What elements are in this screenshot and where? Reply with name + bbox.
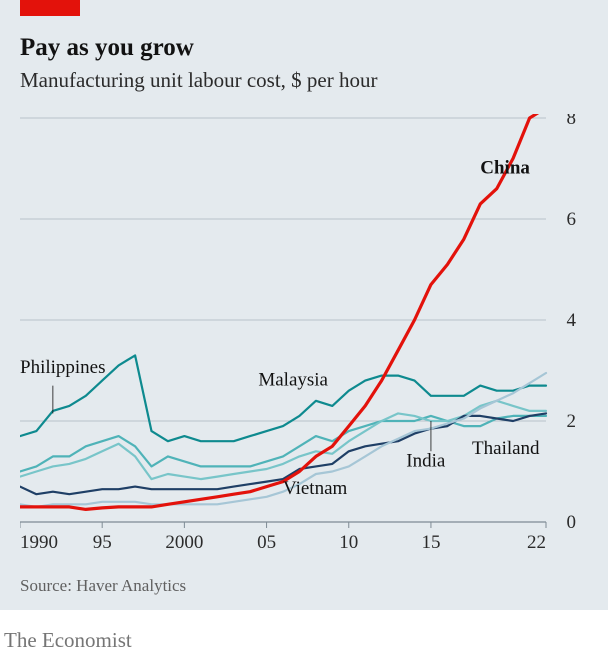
label-india: India [406, 450, 446, 471]
label-china: China [480, 158, 530, 179]
chart-subtitle: Manufacturing unit labour cost, $ per ho… [20, 68, 378, 93]
svg-text:2: 2 [567, 411, 577, 432]
chart-panel: Pay as you grow Manufacturing unit labou… [0, 0, 608, 610]
series-china [20, 114, 546, 509]
svg-text:95: 95 [93, 532, 112, 553]
svg-text:0: 0 [567, 512, 577, 533]
svg-text:05: 05 [257, 532, 276, 553]
chart-source: Source: Haver Analytics [20, 576, 186, 596]
series-thailand [20, 401, 546, 479]
accent-tab [20, 0, 80, 16]
svg-text:22: 22 [527, 532, 546, 553]
label-philippines: Philippines [20, 357, 106, 378]
label-malaysia: Malaysia [258, 370, 328, 391]
label-thailand: Thailand [472, 438, 540, 459]
svg-text:6: 6 [567, 209, 577, 230]
line-chart-svg: 0 2 4 6 8 1990 95 2000 05 10 15 22 China Malaysia Phil… [20, 114, 580, 554]
chart-area: 0 2 4 6 8 1990 95 2000 05 10 15 22 China Malaysia Phil… [20, 114, 580, 554]
chart-title: Pay as you grow [20, 34, 194, 62]
svg-text:4: 4 [567, 310, 577, 331]
svg-text:1990: 1990 [20, 532, 58, 553]
publication-credit: The Economist [4, 628, 132, 653]
label-vietnam: Vietnam [283, 478, 348, 499]
svg-text:2000: 2000 [165, 532, 203, 553]
svg-text:15: 15 [421, 532, 440, 553]
svg-text:10: 10 [339, 532, 358, 553]
svg-text:8: 8 [567, 114, 577, 129]
